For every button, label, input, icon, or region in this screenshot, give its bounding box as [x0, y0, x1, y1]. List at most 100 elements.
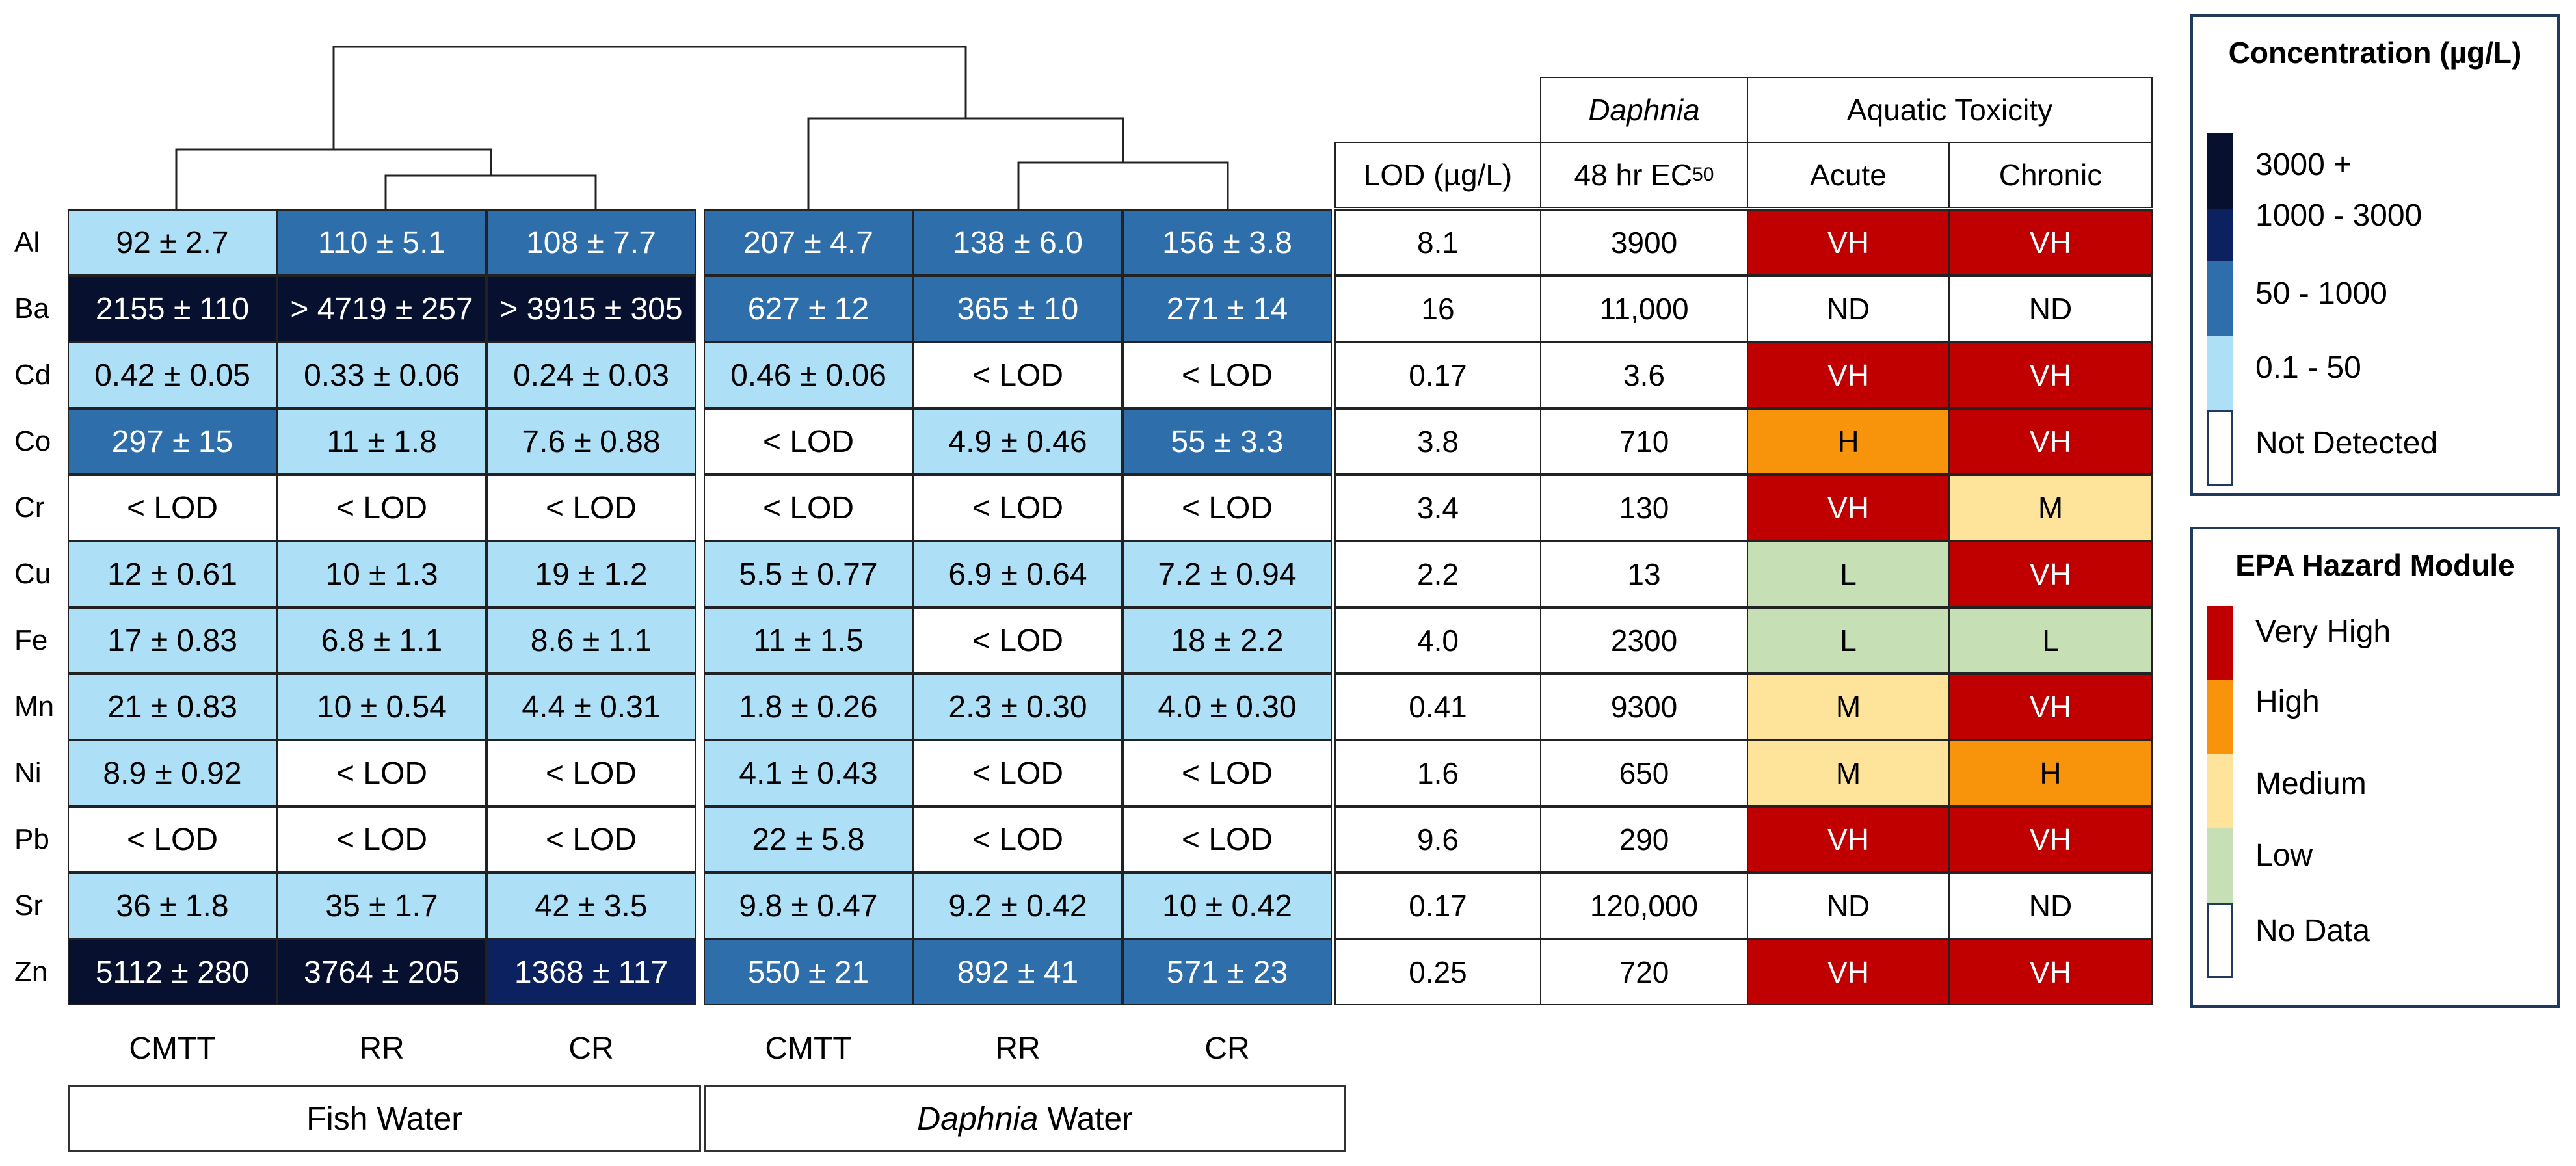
conc-cell-ba-4: 365 ± 10 [913, 276, 1122, 342]
chronic-cell-cr: M [1948, 475, 2153, 541]
acute-cell-al: VH [1747, 209, 1950, 276]
header-ec50: 48 hr EC 50 [1540, 142, 1748, 208]
lod-cell-cr: 3.4 [1334, 475, 1541, 541]
legend-concentration-label-0: 3000 + [2255, 148, 2352, 182]
conc-cell-pb-0: < LOD [68, 806, 277, 873]
header-daphnia: Daphnia [1540, 77, 1748, 143]
lod-cell-al: 8.1 [1334, 209, 1541, 276]
conc-cell-zn-0: 5112 ± 280 [68, 939, 277, 1005]
conc-cell-cd-0: 0.42 ± 0.05 [68, 342, 277, 408]
lod-cell-ba: 16 [1334, 276, 1541, 342]
conc-cell-sr-2: 42 ± 3.5 [486, 873, 696, 939]
ec50-cell-ni: 650 [1540, 740, 1748, 806]
element-label-co: Co [14, 425, 51, 457]
lod-cell-fe: 4.0 [1334, 607, 1541, 674]
conc-cell-sr-1: 35 ± 1.7 [277, 873, 486, 939]
lod-cell-pb: 9.6 [1334, 806, 1541, 873]
conc-cell-co-4: 4.9 ± 0.46 [913, 408, 1122, 475]
lod-cell-sr: 0.17 [1334, 873, 1541, 939]
conc-cell-fe-1: 6.8 ± 1.1 [277, 607, 486, 674]
legend-concentration: Concentration (µg/L) 3000 + 1000 - 3000 50… [2190, 14, 2560, 496]
conc-cell-mn-2: 4.4 ± 0.31 [486, 674, 696, 740]
element-label-ni: Ni [14, 757, 42, 789]
legend-concentration-swatch-4 [2207, 410, 2233, 486]
chronic-cell-cd: VH [1948, 342, 2153, 408]
conc-cell-co-1: 11 ± 1.8 [277, 408, 486, 475]
chronic-cell-sr: ND [1948, 873, 2153, 939]
acute-cell-cr: VH [1747, 475, 1950, 541]
conc-cell-zn-5: 571 ± 23 [1122, 939, 1332, 1005]
lod-cell-ni: 1.6 [1334, 740, 1541, 806]
conc-cell-cd-5: < LOD [1122, 342, 1332, 408]
legend-concentration-swatch-3 [2207, 336, 2233, 410]
ec50-cell-pb: 290 [1540, 806, 1748, 873]
conc-cell-mn-1: 10 ± 0.54 [277, 674, 486, 740]
acute-cell-ni: M [1747, 740, 1950, 806]
conc-cell-cu-5: 7.2 ± 0.94 [1122, 541, 1332, 607]
acute-cell-cu: L [1747, 541, 1950, 607]
element-label-ba: Ba [14, 293, 49, 325]
lod-cell-co: 3.8 [1334, 408, 1541, 475]
conc-cell-sr-4: 9.2 ± 0.42 [913, 873, 1122, 939]
conc-cell-ni-1: < LOD [277, 740, 486, 806]
group-daphnia-italic: Daphnia [917, 1100, 1039, 1137]
element-label-cd: Cd [14, 359, 51, 391]
conc-cell-cd-4: < LOD [913, 342, 1122, 408]
element-label-fe: Fe [14, 624, 48, 656]
lod-cell-cd: 0.17 [1334, 342, 1541, 408]
group-fish-water: Fish Water [68, 1085, 701, 1152]
conc-cell-mn-3: 1.8 ± 0.26 [704, 674, 913, 740]
conc-cell-zn-4: 892 ± 41 [913, 939, 1122, 1005]
acute-cell-zn: VH [1747, 939, 1950, 1005]
conc-cell-pb-2: < LOD [486, 806, 696, 873]
legend-concentration-title: Concentration (µg/L) [2228, 36, 2522, 70]
conc-cell-sr-5: 10 ± 0.42 [1122, 873, 1332, 939]
conc-cell-ba-0: 2155 ± 110 [68, 276, 277, 342]
conc-cell-cr-4: < LOD [913, 475, 1122, 541]
header-lod-label: LOD (µg/L) [1363, 158, 1513, 192]
header-chronic-label: Chronic [1998, 158, 2103, 192]
acute-cell-co: H [1747, 408, 1950, 475]
conc-cell-al-1: 110 ± 5.1 [277, 209, 486, 276]
acute-cell-ba: ND [1747, 276, 1950, 342]
conc-cell-ba-5: 271 ± 14 [1122, 276, 1332, 342]
dendro-link-fish-cmtt [175, 148, 492, 209]
header-lod: LOD (µg/L) [1334, 142, 1541, 208]
header-ec50-label: 48 hr EC [1574, 158, 1693, 192]
ec50-cell-cd: 3.6 [1540, 342, 1748, 408]
chronic-cell-cu: VH [1948, 541, 2153, 607]
acute-cell-sr: ND [1747, 873, 1950, 939]
conc-cell-fe-0: 17 ± 0.83 [68, 607, 277, 674]
legend-hazard-label-m: Medium [2255, 767, 2367, 801]
conc-cell-mn-4: 2.3 ± 0.30 [913, 674, 1122, 740]
conc-cell-cr-5: < LOD [1122, 475, 1332, 541]
acute-cell-cd: VH [1747, 342, 1950, 408]
conc-cell-co-3: < LOD [704, 408, 913, 475]
header-acute: Acute [1747, 142, 1950, 208]
legend-concentration-label-1: 1000 - 3000 [2255, 198, 2423, 233]
header-chronic: Chronic [1948, 142, 2153, 208]
conc-cell-cr-2: < LOD [486, 475, 696, 541]
conc-cell-al-5: 156 ± 3.8 [1122, 209, 1332, 276]
conc-cell-cd-1: 0.33 ± 0.06 [277, 342, 486, 408]
conc-cell-al-3: 207 ± 4.7 [704, 209, 913, 276]
acute-cell-fe: L [1747, 607, 1950, 674]
acute-cell-mn: M [1747, 674, 1950, 740]
conc-cell-co-0: 297 ± 15 [68, 408, 277, 475]
legend-hazard-swatch-m [2207, 754, 2233, 830]
conc-cell-co-5: 55 ± 3.3 [1122, 408, 1332, 475]
site-label-0: CMTT [129, 1031, 216, 1066]
ec50-cell-zn: 720 [1540, 939, 1748, 1005]
element-label-al: Al [14, 226, 40, 258]
ec50-cell-cu: 13 [1540, 541, 1748, 607]
lod-cell-zn: 0.25 [1334, 939, 1541, 1005]
header-daphnia-label: Daphnia [1588, 93, 1700, 127]
site-label-1: RR [359, 1031, 405, 1066]
conc-cell-fe-5: 18 ± 2.2 [1122, 607, 1332, 674]
conc-cell-fe-4: < LOD [913, 607, 1122, 674]
ec50-cell-mn: 9300 [1540, 674, 1748, 740]
conc-cell-fe-2: 8.6 ± 1.1 [486, 607, 696, 674]
site-label-5: CR [1204, 1031, 1250, 1066]
conc-cell-cu-0: 12 ± 0.61 [68, 541, 277, 607]
